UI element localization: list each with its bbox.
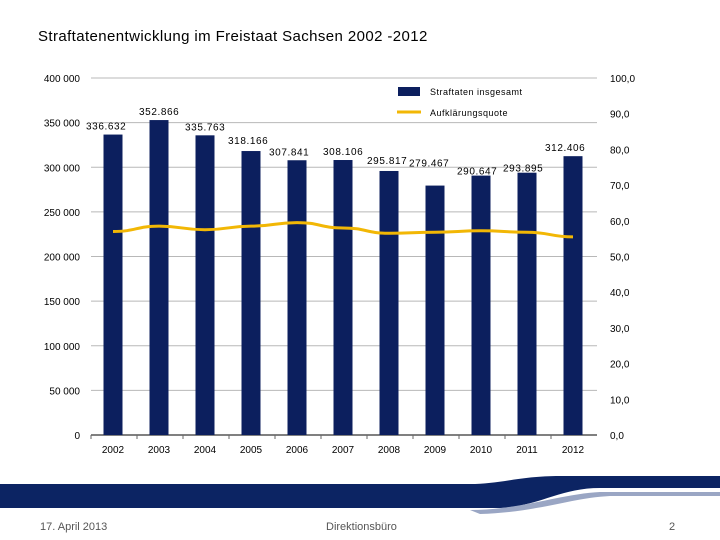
y-left-tick-label: 50 000	[49, 386, 80, 397]
bar	[241, 151, 261, 435]
bar	[379, 170, 399, 435]
y-right-tick-label: 0,0	[610, 431, 624, 442]
y-right-tick-label: 90,0	[610, 110, 630, 121]
slide-title: Straftatenentwicklung im Freistaat Sachs…	[38, 28, 428, 45]
bar	[149, 120, 169, 436]
y-right-tick-label: 80,0	[610, 145, 630, 156]
bar	[287, 160, 307, 436]
y-left-tick-label: 250 000	[44, 208, 81, 219]
bar-data-label: 295.817	[367, 156, 407, 167]
y-right-tick-label: 70,0	[610, 181, 630, 192]
x-tick-label: 2012	[562, 445, 585, 456]
y-right-tick-label: 100,0	[610, 74, 635, 85]
page-number: 2	[669, 521, 676, 533]
bar-data-label: 352.866	[139, 107, 179, 118]
y-right-tick-label: 40,0	[610, 288, 630, 299]
y-right-tick-label: 50,0	[610, 253, 630, 264]
bar-data-label: 279.467	[409, 159, 449, 170]
crime-chart: 0 50 000 100 000 150 000 200 000 250 000 300 0…	[44, 74, 636, 456]
y-left-tick-label: 200 000	[44, 253, 81, 264]
y-left-tick-label: 100 000	[44, 342, 81, 353]
bar-data-label: 312.406	[545, 143, 585, 154]
bar	[425, 185, 445, 435]
bar-data-label: 307.841	[269, 147, 309, 158]
bar-data-label: 335.763	[185, 122, 225, 133]
bar	[563, 156, 583, 435]
bar-data-label: 318.166	[228, 136, 268, 147]
legend-swatch-bars	[398, 87, 420, 96]
x-tick-label: 2008	[378, 445, 401, 456]
y-left-tick-label: 300 000	[44, 163, 81, 174]
legend-label-bars: Straftaten insgesamt	[430, 87, 523, 97]
legend-label-line: Aufklärungsquote	[430, 108, 508, 118]
bar-data-label: 308.106	[323, 147, 363, 158]
bar-data-label: 293.895	[503, 164, 543, 175]
x-tick-label: 2004	[194, 445, 217, 456]
y-right-tick-label: 30,0	[610, 324, 630, 335]
x-tick-label: 2003	[148, 445, 171, 456]
bar	[333, 160, 353, 436]
bar	[471, 175, 491, 436]
x-tick-label: 2005	[240, 445, 263, 456]
y-left-tick-label: 350 000	[44, 119, 81, 130]
y-left-tick-label: 0	[74, 431, 80, 442]
clearance-rate-line	[112, 221, 574, 239]
y-left-tick-label: 400 000	[44, 74, 81, 85]
x-tick-label: 2011	[516, 445, 538, 456]
footer-center-text: Direktionsbüro	[326, 521, 397, 533]
x-tick-label: 2010	[470, 445, 493, 456]
x-tick-label: 2002	[102, 445, 125, 456]
bar-data-label: 290.647	[457, 167, 497, 178]
footer-wave-band	[0, 476, 720, 514]
y-right-tick-label: 60,0	[610, 217, 630, 228]
bar-data-label: 336.632	[86, 122, 126, 133]
bar	[517, 172, 537, 435]
y-left-tick-label: 150 000	[44, 297, 81, 308]
x-tick-label: 2007	[332, 445, 355, 456]
y-right-tick-label: 10,0	[610, 395, 630, 406]
footer-date: 17. April 2013	[40, 521, 108, 533]
x-tick-label: 2006	[286, 445, 309, 456]
bar	[195, 135, 215, 435]
y-right-tick-label: 20,0	[610, 360, 630, 371]
bar	[103, 134, 123, 435]
x-tick-label: 2009	[424, 445, 447, 456]
